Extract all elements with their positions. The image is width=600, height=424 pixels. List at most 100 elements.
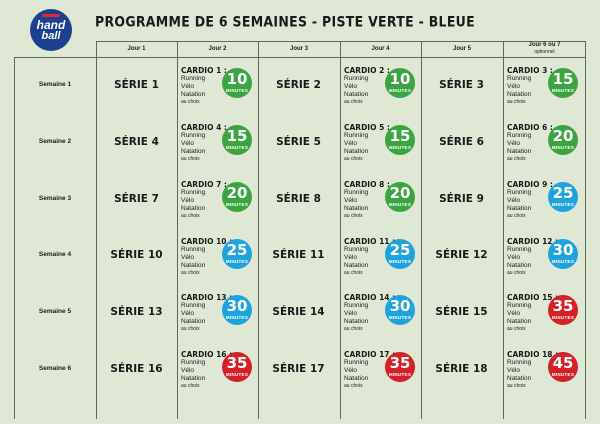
week-label: Semaine 2 bbox=[38, 137, 72, 145]
minutes-value: 25 bbox=[552, 184, 574, 202]
minutes-badge: 25 MINUTES bbox=[222, 239, 252, 269]
serie-cell: SÉRIE 17 bbox=[272, 362, 325, 375]
activity-choice-note: au choix bbox=[507, 326, 526, 332]
header-day-2: Jour 2 bbox=[177, 41, 258, 57]
week-label: Semaine 1 bbox=[38, 80, 72, 88]
activity-bike: Vélo bbox=[181, 140, 195, 147]
activity-running: Running bbox=[507, 132, 532, 139]
minutes-label: MINUTES bbox=[551, 88, 575, 93]
activity-bike: Vélo bbox=[344, 197, 358, 204]
minutes-badge: 10 MINUTES bbox=[385, 68, 415, 98]
cardio-title: CARDIO 5 : bbox=[344, 123, 390, 132]
week-label: Semaine 3 bbox=[38, 194, 72, 202]
cardio-cell: CARDIO 16 : Running Vélo Natation au choix 35… bbox=[177, 341, 258, 398]
minutes-badge: 20 MINUTES bbox=[222, 182, 252, 212]
cardio-title: CARDIO 1 : bbox=[181, 66, 227, 75]
logo-text-hand: hand bbox=[36, 18, 66, 32]
serie-cell: SÉRIE 5 bbox=[276, 135, 321, 148]
cardio-cell: CARDIO 7 : Running Vélo Natation au choix 20 M… bbox=[177, 171, 258, 228]
header-day-5: Jour 5 bbox=[421, 41, 503, 57]
header-label: Jour 1 bbox=[127, 46, 146, 52]
minutes-value: 30 bbox=[226, 297, 248, 315]
activity-swim: Natation bbox=[181, 205, 206, 212]
serie-cell: SÉRIE 4 bbox=[114, 135, 159, 148]
activity-choice-note: au choix bbox=[344, 270, 363, 276]
grid-hline bbox=[14, 57, 586, 58]
minutes-badge: 30 MINUTES bbox=[222, 295, 252, 325]
activity-bike: Vélo bbox=[181, 367, 195, 374]
serie-cell: SÉRIE 1 bbox=[114, 78, 159, 91]
cardio-title: CARDIO 2 : bbox=[344, 66, 390, 75]
activity-running: Running bbox=[181, 189, 206, 196]
activity-running: Running bbox=[344, 246, 369, 253]
minutes-badge: 15 MINUTES bbox=[222, 125, 252, 155]
minutes-value: 15 bbox=[226, 127, 248, 145]
logo-accent bbox=[42, 14, 60, 17]
cardio-title: CARDIO 17 : bbox=[344, 350, 396, 359]
activity-choice-note: au choix bbox=[344, 156, 363, 162]
activity-choice-note: au choix bbox=[507, 383, 526, 389]
cardio-title: CARDIO 9 : bbox=[507, 180, 553, 189]
cardio-title: CARDIO 14 : bbox=[344, 293, 396, 302]
cardio-cell: CARDIO 8 : Running Vélo Natation au choix 20 M… bbox=[340, 171, 421, 228]
activity-choice-note: au choix bbox=[181, 213, 200, 219]
grid-vline bbox=[585, 41, 586, 419]
activity-bike: Vélo bbox=[507, 367, 521, 374]
serie-cell: SÉRIE 2 bbox=[276, 78, 321, 91]
week-label: Semaine 6 bbox=[38, 364, 72, 372]
minutes-value: 30 bbox=[389, 297, 411, 315]
minutes-badge: 20 MINUTES bbox=[548, 125, 578, 155]
header-label: Jour 6 ou 7 bbox=[528, 42, 561, 48]
activity-bike: Vélo bbox=[507, 254, 521, 261]
minutes-value: 45 bbox=[552, 354, 574, 372]
activity-running: Running bbox=[507, 75, 532, 82]
activity-swim: Natation bbox=[344, 148, 369, 155]
activity-running: Running bbox=[181, 359, 206, 366]
activity-running: Running bbox=[344, 359, 369, 366]
activity-bike: Vélo bbox=[344, 140, 358, 147]
minutes-label: MINUTES bbox=[551, 315, 575, 320]
activity-swim: Natation bbox=[181, 91, 206, 98]
activity-choice-note: au choix bbox=[507, 156, 526, 162]
activity-swim: Natation bbox=[507, 148, 532, 155]
activity-choice-note: au choix bbox=[181, 99, 200, 105]
minutes-value: 20 bbox=[552, 127, 574, 145]
minutes-badge: 35 MINUTES bbox=[222, 352, 252, 382]
minutes-label: MINUTES bbox=[225, 315, 249, 320]
cardio-cell: CARDIO 10 : Running Vélo Natation au choix 25… bbox=[177, 228, 258, 285]
minutes-label: MINUTES bbox=[388, 315, 412, 320]
header-day-1: Jour 1 bbox=[96, 41, 177, 57]
minutes-value: 30 bbox=[552, 241, 574, 259]
activity-bike: Vélo bbox=[507, 140, 521, 147]
cardio-cell: CARDIO 6 : Running Vélo Natation au choix 20 M… bbox=[503, 114, 584, 171]
page-title: PROGRAMME DE 6 SEMAINES - PISTE VERTE - … bbox=[95, 13, 475, 30]
header-day-6: Jour 6 ou 7 optionnel bbox=[503, 41, 586, 58]
cardio-cell: CARDIO 1 : Running Vélo Natation au choix 10 M… bbox=[177, 57, 258, 114]
minutes-label: MINUTES bbox=[225, 88, 249, 93]
week-label: Semaine 4 bbox=[38, 251, 72, 258]
activity-swim: Natation bbox=[344, 375, 369, 382]
activity-running: Running bbox=[507, 302, 532, 309]
minutes-value: 35 bbox=[552, 297, 574, 315]
grid-hline bbox=[96, 41, 586, 42]
minutes-label: MINUTES bbox=[225, 259, 249, 264]
handball-logo: hand ball bbox=[30, 9, 72, 51]
activity-bike: Vélo bbox=[181, 310, 195, 317]
header-label: Jour 2 bbox=[208, 46, 227, 52]
activity-choice-note: au choix bbox=[181, 156, 200, 162]
serie-cell: SÉRIE 11 bbox=[272, 249, 325, 261]
cardio-title: CARDIO 6 : bbox=[507, 123, 553, 132]
header-optional-note: optionnel bbox=[534, 49, 555, 55]
week-label: Semaine 5 bbox=[38, 307, 72, 315]
activity-swim: Natation bbox=[507, 262, 532, 269]
activity-running: Running bbox=[181, 302, 206, 309]
activity-running: Running bbox=[344, 302, 369, 309]
activity-bike: Vélo bbox=[181, 197, 195, 204]
cardio-title: CARDIO 13 : bbox=[181, 293, 233, 302]
activity-swim: Natation bbox=[507, 205, 532, 212]
minutes-badge: 15 MINUTES bbox=[385, 125, 415, 155]
minutes-value: 20 bbox=[389, 184, 411, 202]
minutes-value: 15 bbox=[552, 70, 574, 88]
minutes-value: 10 bbox=[389, 70, 411, 88]
activity-choice-note: au choix bbox=[507, 213, 526, 219]
